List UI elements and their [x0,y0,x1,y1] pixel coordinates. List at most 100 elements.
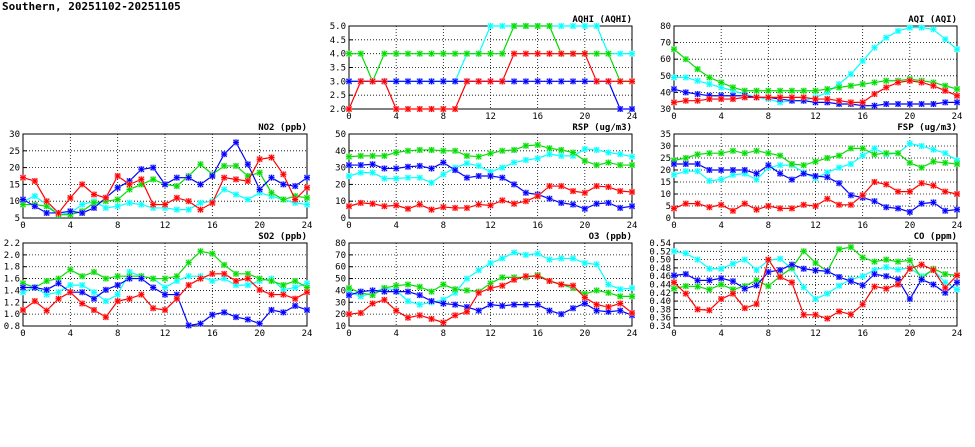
star-marker [593,301,600,308]
data-point [836,274,843,281]
star-marker [369,169,376,176]
data-point [895,188,902,195]
data-point [593,307,600,314]
star-marker [671,86,677,93]
data-point [292,302,299,309]
series-blue [346,287,635,319]
data-point [452,50,459,57]
data-point [942,159,949,166]
data-point [534,78,541,85]
star-marker [511,23,518,29]
data-point [91,306,97,313]
star-marker [393,175,400,182]
x-tick-label: 8 [441,112,446,122]
star-marker [718,296,725,303]
data-point [871,145,878,152]
star-marker [381,78,388,85]
star-marker [930,82,937,89]
data-point [847,82,854,89]
star-marker [256,286,263,293]
star-marker [79,181,86,188]
star-marker [570,23,577,29]
series-red [20,154,310,216]
data-point [499,23,506,29]
x-tick-label: 12 [810,329,821,339]
data-point [824,169,831,176]
star-marker [682,97,689,104]
data-point [173,194,180,201]
star-marker [346,162,352,169]
data-point [346,50,352,57]
data-point [393,175,400,182]
data-point [416,78,423,85]
star-marker [487,301,494,308]
data-point [428,50,435,57]
chart-title: NO2 (ppb) [258,123,307,133]
star-marker [671,205,677,212]
data-point [765,150,772,157]
star-marker [292,183,299,190]
star-marker [221,261,228,268]
star-marker [871,258,878,265]
star-marker [617,188,624,195]
data-point [393,307,400,314]
y-tick-label: 0.38 [649,305,671,315]
y-tick-label: 5 [666,202,671,212]
data-point [812,99,819,106]
data-point [930,199,937,206]
data-point [883,77,890,84]
data-point [605,50,612,57]
star-marker [20,280,26,287]
data-point [511,159,518,166]
data-point [694,91,701,98]
data-point [718,79,725,86]
star-marker [369,200,376,207]
star-marker [883,181,890,188]
star-marker [558,281,565,288]
star-marker [304,289,310,296]
data-point [114,203,121,210]
data-point [233,162,239,169]
star-marker [280,181,287,188]
star-marker [404,147,411,154]
data-point [629,203,635,210]
x-tick-label: 20 [904,112,915,122]
data-point [221,309,228,316]
x-tick-label: 16 [857,112,868,122]
star-marker [404,281,411,288]
star-marker [883,84,890,91]
star-marker [824,89,831,96]
data-point [954,272,960,279]
star-marker [522,50,529,57]
data-point [173,273,180,280]
star-marker [718,281,725,288]
star-marker [871,145,878,152]
star-marker [233,282,239,289]
star-marker [706,277,713,284]
x-tick-label: 4 [68,221,73,231]
data-point [895,205,902,212]
x-tick-label: 12 [810,112,821,122]
data-point [930,26,937,33]
star-marker [617,151,624,158]
star-marker [581,189,588,196]
y-tick-label: 1.2 [4,298,20,308]
y-tick-label: 40 [660,88,671,98]
star-marker [859,282,866,289]
data-point [812,173,819,179]
data-point [800,97,807,104]
star-marker [304,174,310,181]
data-point [475,289,482,296]
data-point [209,270,216,277]
star-marker [292,302,299,309]
data-point [671,161,677,167]
star-marker [718,150,725,157]
data-point [617,188,624,195]
data-point [381,175,388,182]
star-marker [682,271,689,278]
star-marker [292,196,299,203]
x-tick-label: 0 [346,221,351,231]
data-point [499,255,506,262]
y-tick-label: 30 [335,298,346,308]
star-marker [126,181,133,188]
